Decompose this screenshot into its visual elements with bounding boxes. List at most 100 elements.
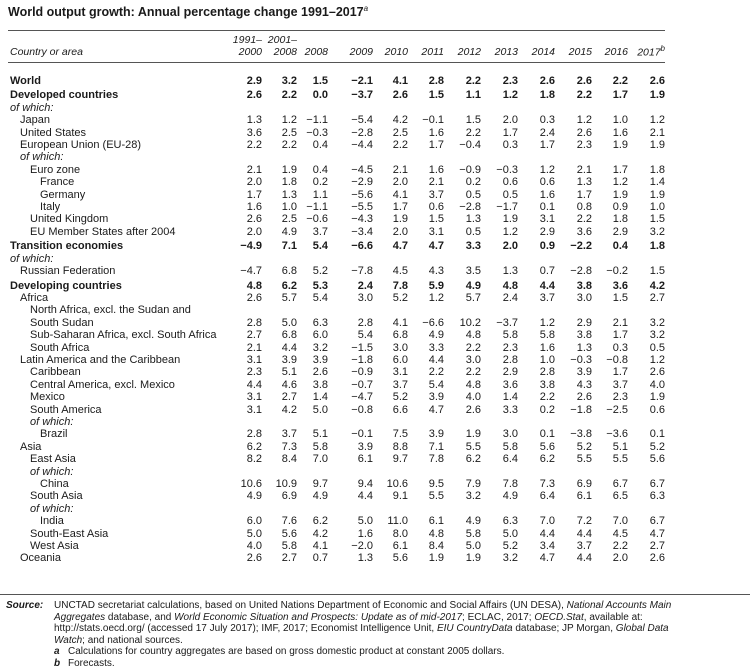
- cell-value: 1.0: [539, 353, 555, 366]
- cell-value: 1.2: [649, 353, 665, 366]
- source-segment: World Economic Situation and Prospects: …: [174, 611, 463, 623]
- cell-value: 1.6: [246, 201, 262, 214]
- empty-cell: [230, 102, 262, 114]
- cell-value: 6.8: [281, 329, 297, 342]
- cell-value: 7.3: [281, 440, 297, 453]
- table-row: World 2.9 3.2 1.5 −2.1 4.1 2.8 2.2 2.3 2.6 2.6 2.2 2…: [8, 63, 665, 88]
- cell-value: 1.8: [539, 89, 555, 102]
- column-head: 2008: [297, 30, 328, 63]
- cell-value: 5.5: [465, 440, 481, 453]
- cell-value: 7.0: [312, 453, 328, 466]
- empty-cell: [481, 102, 518, 114]
- cell-value: 1.2: [612, 176, 628, 189]
- cell-value: 4.4: [576, 527, 592, 540]
- cell-value: 2.2: [465, 126, 481, 139]
- column-head-bottom: 2017: [637, 46, 661, 58]
- cell-value: 1.5: [649, 213, 665, 226]
- cell-value: 0.3: [502, 139, 518, 152]
- cell-value: 1.6: [539, 341, 555, 354]
- cell-value: 5.0: [281, 316, 297, 329]
- row-label-text: Oceania: [20, 552, 61, 565]
- cell-value: −2.8: [351, 126, 373, 139]
- cell-value: 0.6: [539, 176, 555, 189]
- cell-value: 2.6: [649, 552, 665, 565]
- empty-cell: [518, 503, 555, 515]
- cell-value: −0.3: [496, 163, 518, 176]
- empty-cell: [297, 151, 328, 163]
- cell-value: 0.2: [312, 176, 328, 189]
- cell-value: 5.2: [649, 440, 665, 453]
- cell-value: 3.9: [281, 353, 297, 366]
- row-label-text: East Asia: [30, 453, 76, 466]
- cell-value: 0.6: [649, 403, 665, 416]
- table-row: South Africa 2.1 4.4 3.2 −1.5 3.0 3.3 2.2 2.3 1.6…: [8, 342, 665, 354]
- row-label: Japan: [8, 114, 230, 126]
- cell-value: 1.5: [465, 114, 481, 127]
- cell-value: 1.6: [539, 188, 555, 201]
- cell-value: 5.8: [465, 527, 481, 540]
- table-row: Central America, excl. Mexico 4.4 4.6 3.8 −0…: [8, 379, 665, 391]
- empty-cell: [555, 466, 592, 478]
- row-label: of which:: [8, 503, 230, 515]
- cell-value: 6.8: [281, 265, 297, 278]
- cell-value: 4.7: [428, 403, 444, 416]
- cell-value: 4.0: [649, 378, 665, 391]
- source: Source: UNCTAD secretariat calculations, …: [0, 595, 750, 646]
- cell-value: 5.0: [465, 540, 481, 553]
- row-label: Latin America and the Caribbean: [8, 354, 230, 366]
- cell-value: 7.1: [428, 440, 444, 453]
- cell-value: 6.9: [281, 490, 297, 503]
- cell-value: −2.9: [351, 176, 373, 189]
- cell-value: 5.4: [357, 329, 373, 342]
- cell-value: −1.8: [570, 403, 592, 416]
- cell-value: 5.6: [539, 440, 555, 453]
- row-label-text: Italy: [40, 201, 61, 214]
- source-label: Source:: [6, 600, 44, 611]
- row-label: World: [8, 63, 230, 88]
- empty-cell: [628, 102, 665, 114]
- cell-value: 4.9: [465, 515, 481, 528]
- cell-value: 5.2: [392, 291, 408, 304]
- cell-value: 6.2: [539, 453, 555, 466]
- cell-value: 2.3: [502, 75, 518, 87]
- row-label: Caribbean: [8, 366, 230, 378]
- cell-value: 5.2: [392, 391, 408, 404]
- cell-value: 6.1: [576, 490, 592, 503]
- cell-value: 2.8: [428, 75, 444, 87]
- empty-cell: [555, 503, 592, 515]
- cell-value: 4.6: [281, 378, 297, 391]
- cell-value: 2.8: [539, 366, 555, 379]
- cell-value: 5.0: [357, 515, 373, 528]
- cell-value: 6.5: [612, 490, 628, 503]
- cell-value: 3.7: [539, 291, 555, 304]
- cell-value: 3.1: [428, 225, 444, 238]
- table-row: South-East Asia 5.0 5.6 4.2 1.6 8.0 4.8 5.8 5.0 4…: [8, 528, 665, 540]
- cell-value: 9.5: [428, 478, 444, 490]
- cell-value: −0.8: [606, 353, 628, 366]
- cell-value: 0.5: [649, 341, 665, 354]
- cell-value: 0.5: [502, 188, 518, 201]
- row-label-text: Latin America and the Caribbean: [20, 353, 181, 366]
- empty-cell: [408, 151, 444, 163]
- empty-cell: [297, 466, 328, 478]
- empty-cell: [408, 253, 444, 265]
- source-segment: EIU CountryData: [436, 623, 513, 634]
- cell-value: 3.4: [539, 540, 555, 553]
- table-row: Developing countries 4.8 6.2 5.3 2.4 7.8 5.9 4.…: [8, 278, 665, 292]
- cell-value: 2.2: [392, 139, 408, 152]
- cell-value: 2.6: [246, 213, 262, 226]
- cell-value: 4.0: [246, 540, 262, 553]
- row-label-text: of which:: [10, 252, 54, 265]
- empty-cell: [592, 102, 628, 114]
- cell-value: 10.2: [459, 316, 481, 329]
- cell-value: −1.8: [351, 353, 373, 366]
- column-head-bottom: 2015: [568, 46, 592, 58]
- cell-value: 2.8: [502, 353, 518, 366]
- cell-value: 1.7: [539, 139, 555, 152]
- empty-cell: [555, 102, 592, 114]
- table-row: Germany 1.7 1.3 1.1 −5.6 4.1 3.7 0.5 0.5 1.6 1.7 1.…: [8, 189, 665, 201]
- cell-value: 0.2: [539, 403, 555, 416]
- cell-value: 4.9: [502, 490, 518, 503]
- empty-cell: [230, 151, 262, 163]
- cell-value: −0.6: [306, 213, 328, 226]
